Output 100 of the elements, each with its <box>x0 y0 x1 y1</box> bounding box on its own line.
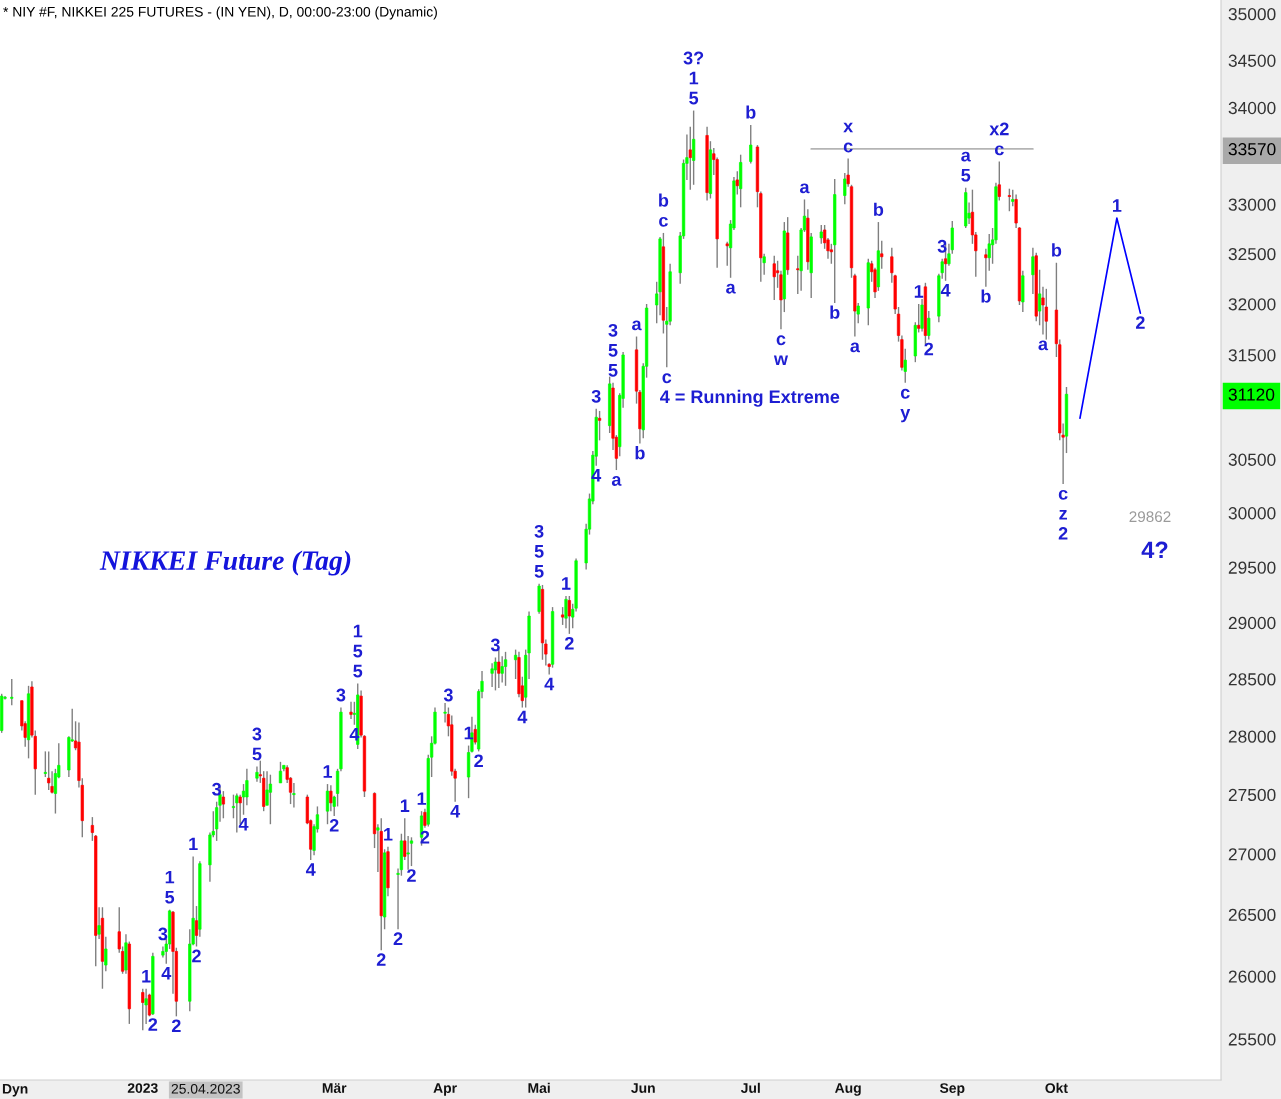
candlestick <box>1044 288 1048 341</box>
candlestick <box>917 303 921 334</box>
candlestick <box>984 248 988 288</box>
candlestick <box>1007 187 1011 212</box>
y-tick-label: 33000 <box>1228 198 1276 211</box>
annotation: 1 <box>562 577 571 590</box>
annotation: a <box>961 151 971 162</box>
candlestick <box>920 298 924 333</box>
candlestick <box>268 773 272 825</box>
annotation: w <box>773 355 789 366</box>
y-tick-label: 31500 <box>1228 349 1276 362</box>
text: NIKKEI Future (Tag) <box>99 550 351 576</box>
candlestick <box>725 241 729 267</box>
annotation: 3 <box>252 727 262 741</box>
annotation: 3 <box>608 323 618 337</box>
annotation: 1 <box>189 837 198 851</box>
candlestick <box>10 678 14 706</box>
candlestick <box>1041 286 1045 336</box>
annotation: 3 <box>591 389 601 403</box>
candlestick <box>692 109 696 186</box>
x-tick-label: Apr <box>433 1083 457 1096</box>
annotation: 1 <box>1112 199 1122 212</box>
annotation: 2 <box>407 869 416 882</box>
annotation: c <box>662 373 672 384</box>
annotation: 5 <box>689 91 699 105</box>
annotation: 4 <box>450 804 461 818</box>
annotation: a <box>1038 340 1049 351</box>
annotation: 1 <box>142 969 151 983</box>
annotation: b <box>874 202 884 216</box>
annotation: 5 <box>165 890 175 904</box>
candlestick <box>749 124 753 165</box>
annotation: 1 <box>353 624 363 638</box>
annotation: b <box>1052 243 1062 257</box>
candlestick <box>221 790 225 819</box>
candlestick <box>503 651 508 687</box>
x-tick-label: Mär <box>322 1083 347 1093</box>
x-tick-label: Sep <box>939 1083 965 1096</box>
annotation: b <box>659 193 669 207</box>
annotation: c <box>659 216 668 227</box>
annotation: a <box>611 476 622 486</box>
annotation: 4 <box>517 710 528 724</box>
candlestick <box>927 310 931 341</box>
annotation: 1 <box>323 765 333 778</box>
annotation: 4 <box>238 817 249 831</box>
annotation: 5 <box>608 344 618 357</box>
annotation: c <box>994 145 1004 156</box>
annotation: 2 <box>329 818 339 832</box>
annotation: 5 <box>353 644 363 658</box>
y-tick-label: 27500 <box>1228 788 1276 802</box>
y-tick-label: 35000 <box>1228 8 1276 21</box>
annotation: 1 <box>914 285 924 298</box>
annotation: 3 <box>158 927 168 941</box>
annotation: 4 = Running Extreme <box>660 389 840 407</box>
candlestick <box>335 768 340 808</box>
annotation: c <box>843 142 853 153</box>
candlestick <box>325 783 330 825</box>
y-tick-label: 28000 <box>1228 730 1276 743</box>
y-tick-label: 26000 <box>1228 970 1276 983</box>
annotation: 3 <box>443 688 453 702</box>
text: 25.04.2023 <box>171 1083 240 1094</box>
candlestick <box>796 255 800 295</box>
annotation: 5 <box>608 364 618 377</box>
y-tick-label: 32000 <box>1228 298 1276 311</box>
annotation: z <box>1059 510 1067 520</box>
annotation: 5 <box>534 545 544 558</box>
annotation: 1 <box>689 71 699 85</box>
candlestick <box>97 906 101 940</box>
annotation: 4 <box>161 967 172 980</box>
y-tick-label: 30500 <box>1228 453 1276 466</box>
annotation: 4 <box>305 863 316 876</box>
candlestick <box>597 410 602 442</box>
annotation: a <box>799 183 810 194</box>
annotation: 3 <box>212 782 222 796</box>
annotation: 2 <box>192 949 201 963</box>
candlestick <box>880 240 884 270</box>
y-tick-label: 28500 <box>1228 673 1276 686</box>
candlestick <box>493 656 498 692</box>
annotation: 2 <box>393 932 403 945</box>
y-tick-label: 34000 <box>1228 101 1276 115</box>
annotation: 3? <box>683 51 704 65</box>
y-tick-label: 33570 <box>1228 143 1276 156</box>
candlestick <box>329 784 333 812</box>
annotation: 2 <box>564 636 574 650</box>
annotation: 2 <box>1058 526 1068 540</box>
annotation: 4 <box>940 284 951 297</box>
annotation: 1 <box>384 828 393 841</box>
x-tick-label: Mai <box>528 1082 550 1093</box>
candlestick <box>235 792 239 834</box>
annotation: 2 <box>924 342 934 356</box>
candlestick <box>141 988 145 1031</box>
x-tick-label: Jul <box>740 1082 760 1093</box>
y-tick-label: 32500 <box>1228 247 1276 261</box>
y-tick-label: 31120 <box>1228 388 1275 401</box>
annotation: y <box>900 408 911 423</box>
annotation: b <box>635 446 645 460</box>
annotation: b <box>746 105 756 119</box>
candlestick <box>47 750 51 791</box>
annotation: 5 <box>534 565 544 578</box>
annotation: 2 <box>474 754 483 768</box>
annotation: x2 <box>989 122 1009 136</box>
